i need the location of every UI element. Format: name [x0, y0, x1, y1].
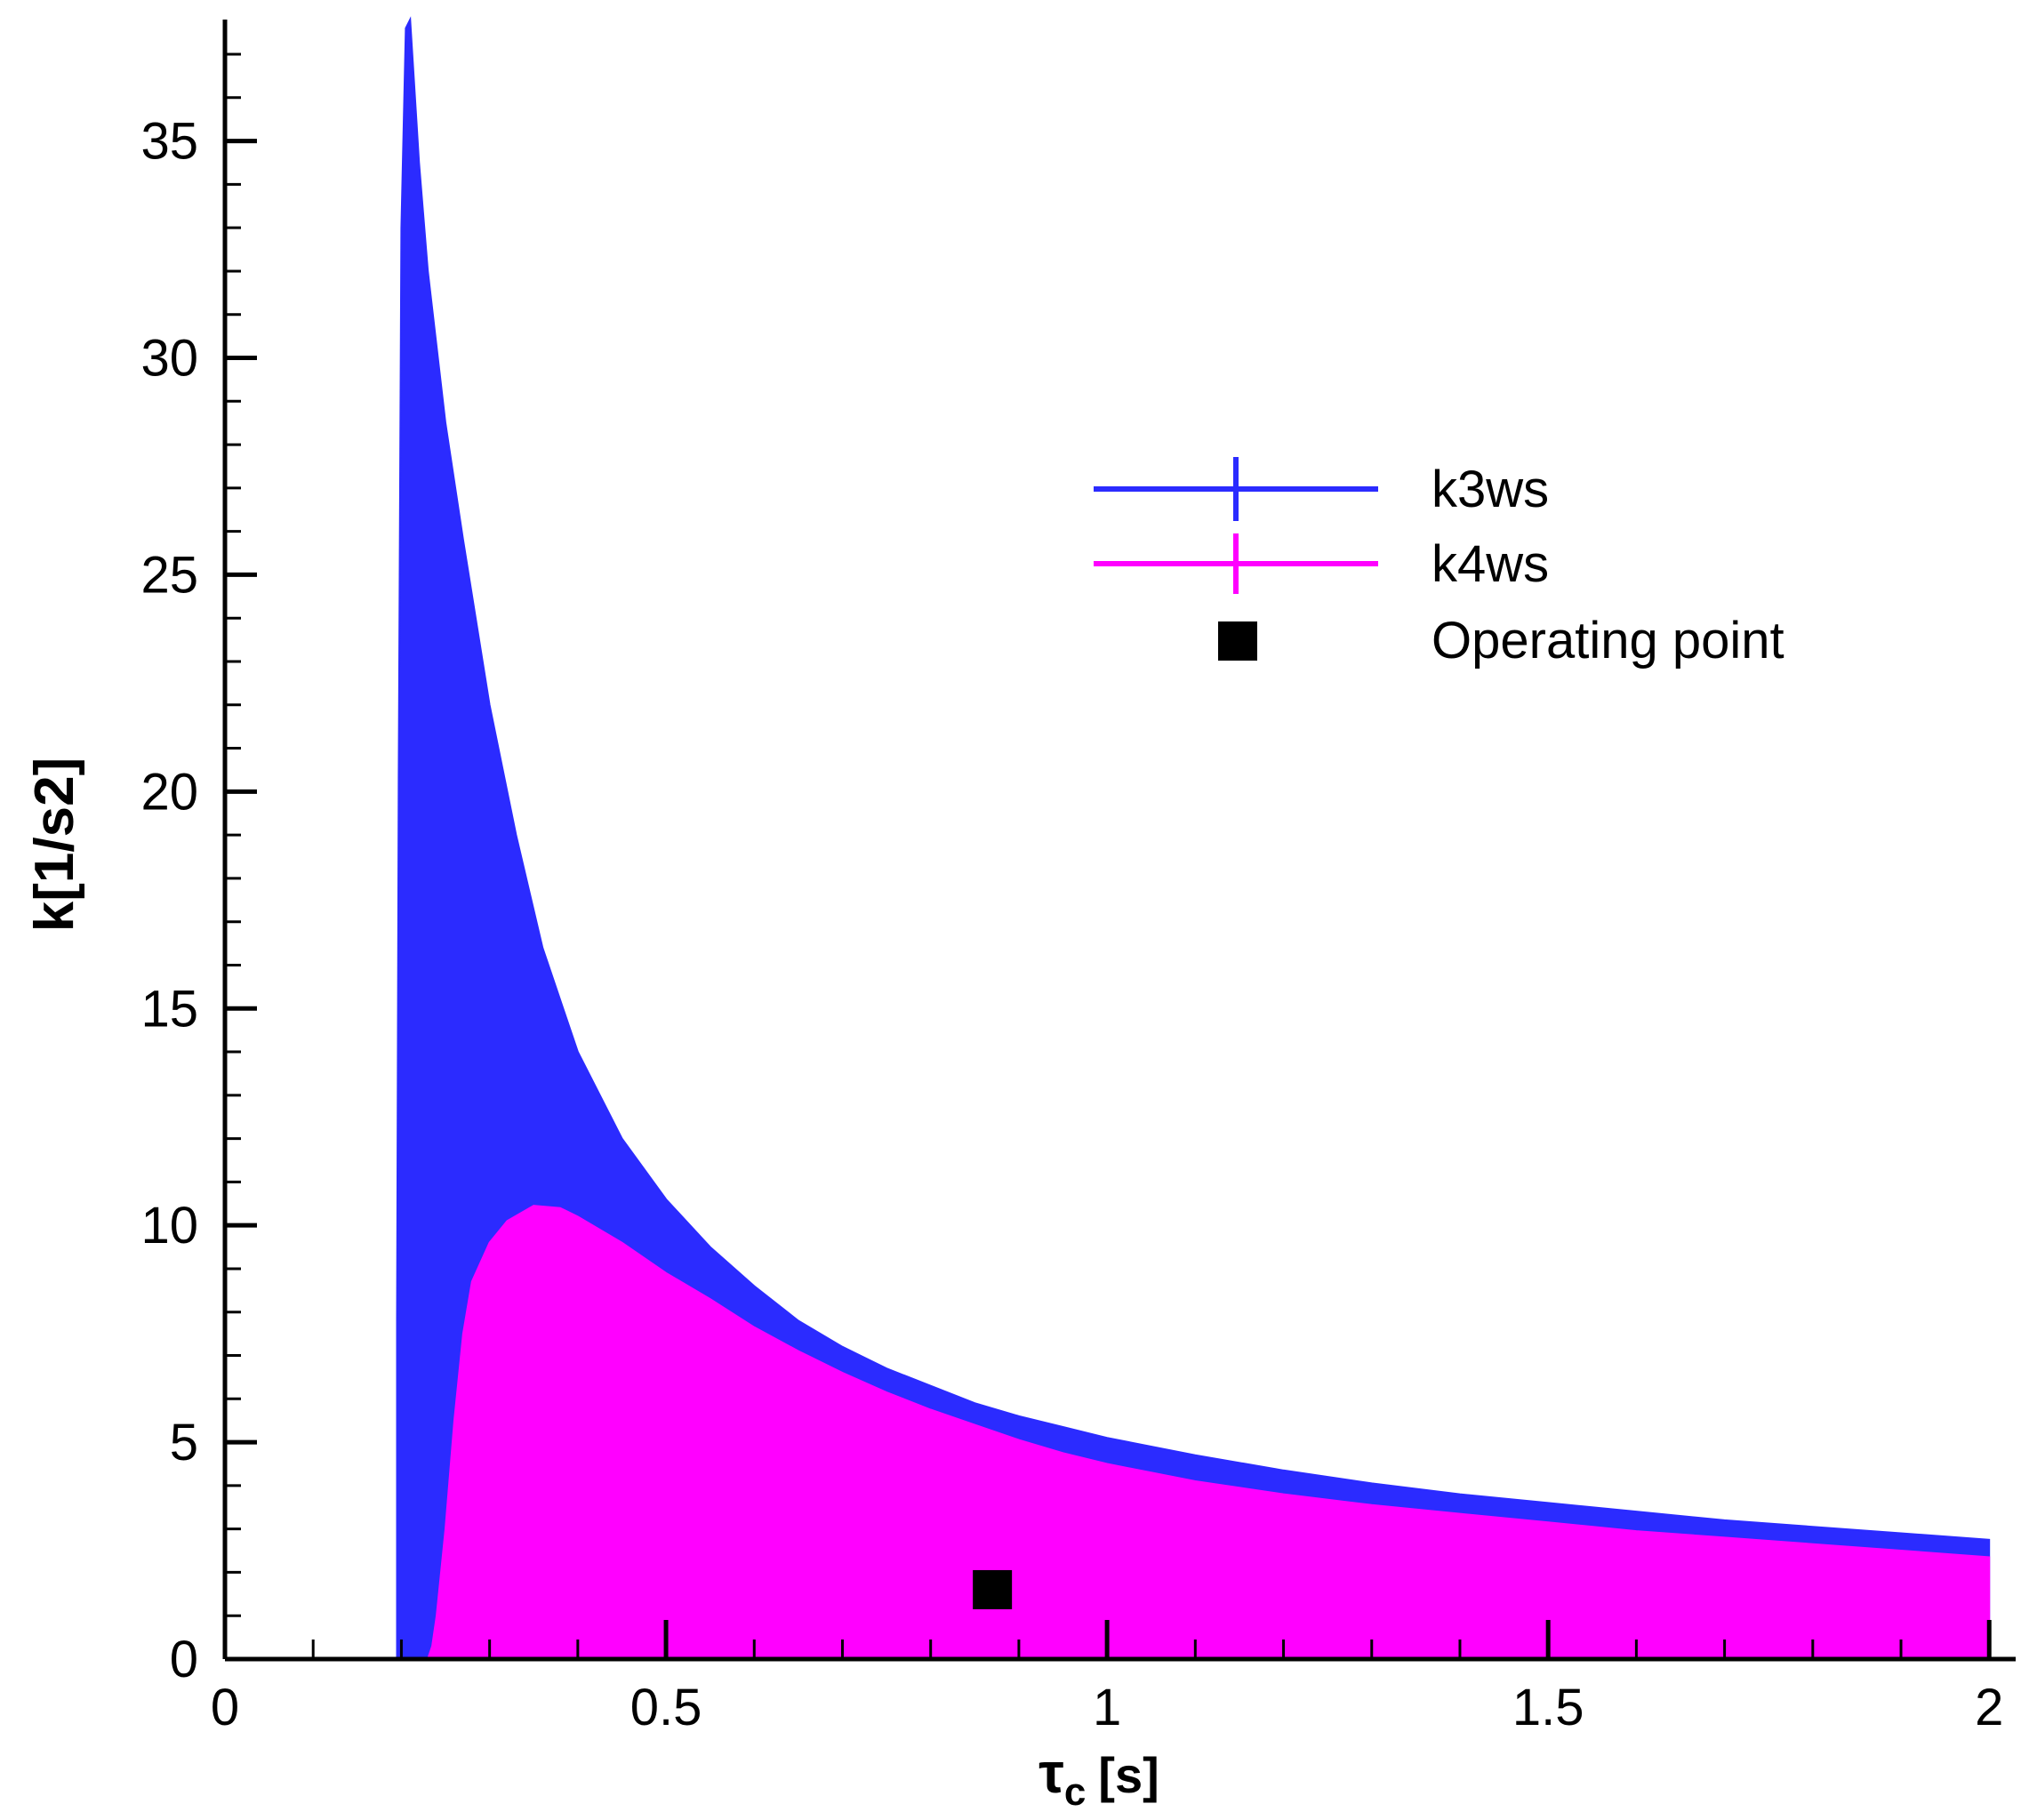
x-axis-title-subscript: c	[1064, 1770, 1086, 1814]
y-tick-label: 20	[140, 763, 198, 821]
x-axis-title: τc [s]	[1039, 1741, 1159, 1814]
plot-areas	[396, 16, 1991, 1660]
legend: k3ws k4ws Operating point	[1094, 457, 1784, 669]
plot-points	[973, 1569, 1013, 1609]
y-axis-title: k[1/s2]	[24, 758, 85, 932]
x-axis-title-unit: [s]	[1098, 1747, 1159, 1803]
axes	[222, 20, 2016, 1662]
legend-item-operating-point: Operating point	[1218, 612, 1784, 669]
x-tick-label: 0	[211, 1679, 239, 1736]
legend-item-k3ws: k3ws	[1094, 457, 1549, 521]
series-area-k4ws	[426, 1205, 1991, 1660]
y-tick-label: 25	[140, 546, 198, 604]
y-tick-label: 5	[170, 1414, 198, 1471]
y-tick-label: 10	[140, 1197, 198, 1255]
y-tick-label: 35	[140, 113, 198, 171]
legend-swatch-operating-point	[1218, 621, 1257, 661]
marker-operating-point	[973, 1569, 1013, 1609]
legend-label-operating-point: Operating point	[1432, 612, 1784, 669]
y-tick-label: 0	[170, 1631, 198, 1688]
y-tick-label: 30	[140, 330, 198, 388]
x-tick-label: 2	[1975, 1679, 2003, 1736]
legend-label-k3ws: k3ws	[1432, 461, 1549, 518]
x-tick-label: 1	[1093, 1679, 1121, 1736]
legend-item-k4ws: k4ws	[1094, 533, 1549, 594]
x-tick-label: 1.5	[1512, 1679, 1584, 1736]
y-tick-label: 15	[140, 980, 198, 1038]
legend-label-k4ws: k4ws	[1432, 535, 1549, 593]
x-tick-label: 0.5	[630, 1679, 702, 1736]
x-axis-title-symbol: τ	[1039, 1741, 1064, 1805]
